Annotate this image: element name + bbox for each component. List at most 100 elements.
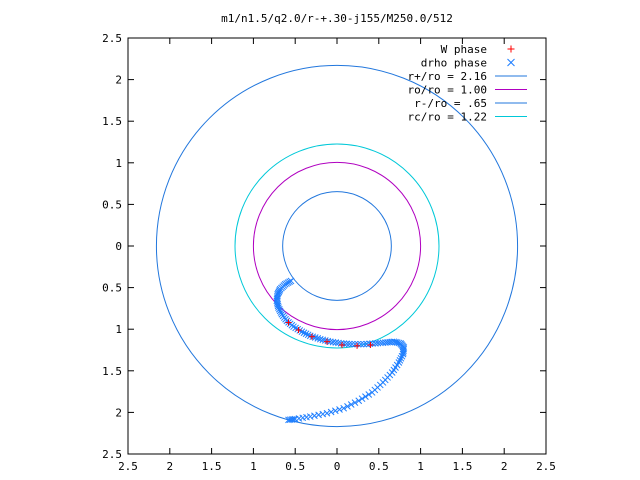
drho-phase-point xyxy=(362,393,369,400)
y-tick-label: 2.5 xyxy=(102,32,122,45)
drho-phase-point xyxy=(275,305,283,313)
y-tick-label: 1 xyxy=(115,157,122,170)
drho-phase-point-stroke xyxy=(290,323,297,331)
drho-phase-point xyxy=(340,404,348,412)
drho-phase-point-stroke xyxy=(319,410,327,418)
circle-r+ xyxy=(155,64,519,428)
drho-phase-point xyxy=(368,389,376,396)
circle-rc xyxy=(234,143,440,349)
drho-phase-point xyxy=(327,408,335,416)
W-phase-point xyxy=(339,342,346,349)
x-tick-label: 1 xyxy=(417,460,424,473)
W-phase-point xyxy=(308,333,315,340)
W-phase-point xyxy=(367,342,374,349)
drho-phase-point-stroke xyxy=(358,395,366,403)
y-tick-label: 1.5 xyxy=(102,115,122,128)
x-tick-label: 2 xyxy=(501,460,508,473)
drho-phase-point-stroke xyxy=(311,412,318,420)
drho-phase-point-stroke xyxy=(327,408,335,416)
drho-phase-point-stroke xyxy=(332,339,340,346)
drho-phase-point-stroke xyxy=(311,334,319,341)
drho-phase-point-stroke xyxy=(292,324,299,332)
legend-marker-stroke xyxy=(507,58,515,67)
drho-phase-point xyxy=(324,337,332,345)
drho-phase-point-stroke xyxy=(368,389,376,396)
drho-phase-point-stroke xyxy=(348,340,356,348)
drho-phase-point xyxy=(347,401,355,408)
y-axis: 2.5 2 1.5 1 0.5 0 0.5 1 1.5 2 2.5 xyxy=(102,32,546,461)
drho-phase-point xyxy=(360,340,368,348)
drho-phase-point-stroke xyxy=(321,337,329,344)
W-phase-point xyxy=(285,319,292,326)
drho-phase-point-stroke xyxy=(390,338,398,346)
y-tick-label: 1.5 xyxy=(102,365,122,378)
drho-phase-point-stroke xyxy=(379,339,387,347)
x-tick-label: 2 xyxy=(166,460,173,473)
drho-phase-point xyxy=(399,350,407,358)
W-phase-point xyxy=(323,338,330,345)
legend-label: drho phase xyxy=(421,57,487,70)
drho-phase-point-stroke xyxy=(326,338,334,346)
drho-phase-point-stroke xyxy=(362,393,369,400)
W-phase-point xyxy=(295,327,302,334)
drho-phase-point-stroke xyxy=(398,352,406,360)
drho-phase-point xyxy=(365,391,373,398)
drho-phase-point xyxy=(302,330,310,338)
drho-phase-point xyxy=(336,406,343,413)
y-tick-label: 2 xyxy=(115,74,122,87)
drho-phase-point-stroke xyxy=(329,338,337,346)
drho-phase-point-stroke xyxy=(274,300,281,308)
drho-phase-point-stroke xyxy=(360,340,368,348)
drho-phase-point-stroke xyxy=(392,338,399,346)
drho-phase-point-stroke xyxy=(273,299,281,306)
W-phase-point xyxy=(354,342,361,349)
drho-phase-point xyxy=(355,397,363,405)
drho-phase-point-stroke xyxy=(335,339,342,347)
drho-phase-point xyxy=(348,340,356,348)
legend-marker xyxy=(507,45,515,53)
drho-phase-point xyxy=(285,416,292,424)
drho-phase-point xyxy=(399,349,407,356)
drho-phase-point xyxy=(343,340,350,348)
drho-phase-point xyxy=(275,304,282,311)
point-layer xyxy=(273,277,408,424)
drho-phase-point xyxy=(326,338,334,346)
legend-label: ro/ro = 1.00 xyxy=(408,84,487,97)
drho-phase-point xyxy=(358,395,366,403)
drho-phase-point-stroke xyxy=(345,340,353,348)
drho-phase-point xyxy=(345,340,353,348)
drho-phase-point-stroke xyxy=(336,406,343,413)
drho-phase-point-stroke xyxy=(304,331,312,339)
drho-phase-point-stroke xyxy=(377,339,384,347)
drho-phase-point-stroke xyxy=(347,401,355,408)
drho-phase-point xyxy=(363,340,371,348)
drho-phase-point-stroke xyxy=(366,340,373,348)
drho-phase-point-stroke xyxy=(396,357,404,364)
y-tick-label: 0 xyxy=(115,240,122,253)
y-tick-label: 2 xyxy=(115,406,122,419)
drho-phase-point xyxy=(276,307,284,315)
drho-phase-point-stroke xyxy=(351,340,359,348)
drho-phase-point xyxy=(329,338,337,346)
x-tick-label: 0 xyxy=(334,460,341,473)
drho-phase-point xyxy=(366,340,373,348)
x-tick-label: 1 xyxy=(250,460,257,473)
drho-phase-point-stroke xyxy=(300,329,308,337)
drho-phase-point xyxy=(316,335,324,343)
circle-layer xyxy=(155,64,519,428)
drho-phase-point xyxy=(344,403,351,410)
y-tick-label: 0.5 xyxy=(102,282,122,295)
drho-phase-point-stroke xyxy=(343,340,350,348)
drho-phase-point xyxy=(277,309,285,316)
drho-phase-point-stroke xyxy=(302,330,310,338)
drho-phase-point-stroke xyxy=(316,335,324,343)
drho-phase-point-stroke xyxy=(277,309,285,316)
x-tick-label: 2.5 xyxy=(118,460,138,473)
drho-phase-point-stroke xyxy=(276,307,284,315)
drho-phase-point-stroke xyxy=(286,416,294,424)
legend-label: rc/ro = 1.22 xyxy=(408,111,487,124)
circle-r- xyxy=(282,191,392,301)
drho-phase-point xyxy=(286,416,294,424)
